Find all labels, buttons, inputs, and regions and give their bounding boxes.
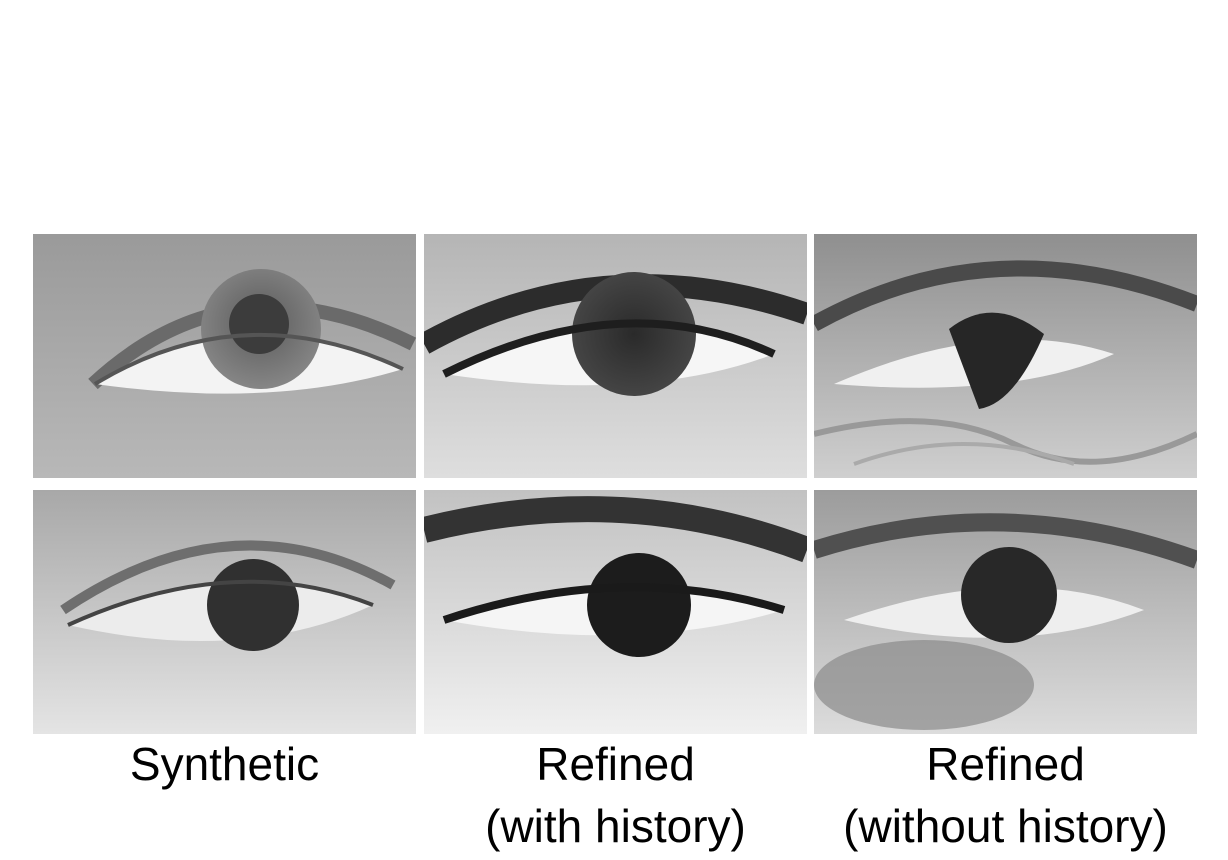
caption-refined-with-history: Refined (with history) (424, 733, 807, 857)
refined-without-history-eye-image-2 (814, 490, 1197, 734)
refined-without-history-eye-image-1 (814, 234, 1197, 478)
caption-line: (with history) (424, 795, 807, 857)
refined-with-history-eye-image-2 (424, 490, 807, 734)
caption-line: Refined (814, 733, 1197, 795)
caption-line: Refined (424, 733, 807, 795)
caption-synthetic: Synthetic (33, 733, 416, 795)
caption-line: Synthetic (33, 733, 416, 795)
synthetic-eye-image-2 (33, 490, 416, 734)
refined-with-history-eye-image-1 (424, 234, 807, 478)
caption-line: (without history) (814, 795, 1197, 857)
synthetic-eye-image-1 (33, 234, 416, 478)
caption-refined-without-history: Refined (without history) (814, 733, 1197, 857)
